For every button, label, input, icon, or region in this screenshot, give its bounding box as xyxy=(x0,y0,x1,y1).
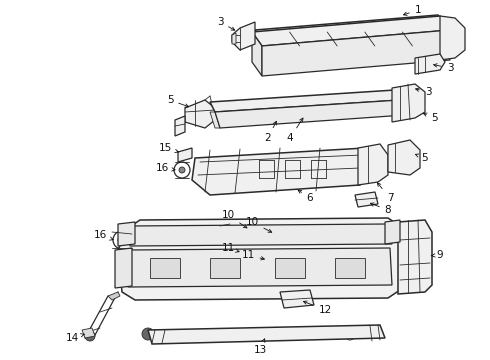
Polygon shape xyxy=(148,325,385,344)
Polygon shape xyxy=(115,248,132,288)
Polygon shape xyxy=(232,22,255,50)
Text: 5: 5 xyxy=(416,153,428,163)
Text: 11: 11 xyxy=(221,243,239,253)
Polygon shape xyxy=(398,220,432,294)
Polygon shape xyxy=(415,54,445,74)
Polygon shape xyxy=(215,100,405,128)
Text: 5: 5 xyxy=(167,95,189,107)
Text: 7: 7 xyxy=(377,183,393,203)
Text: 16: 16 xyxy=(155,163,175,173)
Text: 16: 16 xyxy=(94,230,113,240)
Text: 8: 8 xyxy=(370,203,392,215)
Polygon shape xyxy=(358,144,388,185)
Polygon shape xyxy=(175,116,185,136)
Polygon shape xyxy=(185,100,215,128)
Text: 13: 13 xyxy=(253,339,267,355)
Polygon shape xyxy=(355,192,378,207)
Polygon shape xyxy=(210,258,240,278)
Polygon shape xyxy=(255,15,448,44)
Polygon shape xyxy=(252,16,450,46)
Polygon shape xyxy=(280,290,314,308)
Text: 3: 3 xyxy=(217,17,235,30)
Text: 3: 3 xyxy=(434,63,453,73)
Polygon shape xyxy=(128,248,392,287)
Text: 15: 15 xyxy=(158,143,178,153)
Polygon shape xyxy=(440,16,465,60)
Text: 10: 10 xyxy=(245,217,272,232)
Text: 6: 6 xyxy=(298,190,313,203)
Text: 1: 1 xyxy=(404,5,421,15)
Text: 11: 11 xyxy=(242,250,265,260)
Polygon shape xyxy=(388,140,420,175)
Polygon shape xyxy=(118,222,135,246)
Circle shape xyxy=(118,236,126,244)
Polygon shape xyxy=(385,220,400,244)
Text: 10: 10 xyxy=(221,210,247,228)
Polygon shape xyxy=(262,30,450,76)
Text: 14: 14 xyxy=(65,333,84,343)
Text: 9: 9 xyxy=(431,250,443,260)
Polygon shape xyxy=(210,112,220,128)
Text: 3: 3 xyxy=(416,87,431,97)
Polygon shape xyxy=(232,33,236,44)
Polygon shape xyxy=(392,84,425,122)
Polygon shape xyxy=(108,292,120,300)
Circle shape xyxy=(85,331,95,341)
Polygon shape xyxy=(275,258,305,278)
Polygon shape xyxy=(130,224,392,246)
Polygon shape xyxy=(178,148,192,162)
Circle shape xyxy=(179,167,185,173)
Polygon shape xyxy=(150,258,180,278)
Polygon shape xyxy=(192,148,370,195)
Text: 12: 12 xyxy=(303,301,332,315)
Text: 4: 4 xyxy=(287,118,303,143)
Polygon shape xyxy=(118,218,405,300)
Polygon shape xyxy=(252,32,262,76)
Circle shape xyxy=(142,328,154,340)
Text: 2: 2 xyxy=(265,121,276,143)
Polygon shape xyxy=(210,90,400,112)
Polygon shape xyxy=(82,328,95,338)
Text: 5: 5 xyxy=(423,113,439,123)
Polygon shape xyxy=(335,258,365,278)
